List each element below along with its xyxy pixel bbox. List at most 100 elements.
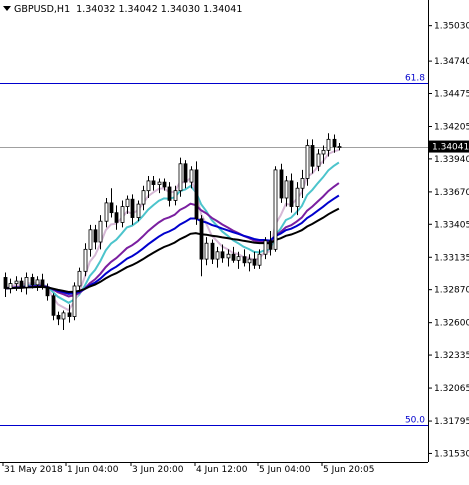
candle [120, 200, 125, 228]
candle [35, 276, 40, 291]
symbol-label: GBPUSD,H1 [14, 4, 71, 15]
candle [242, 249, 247, 267]
candle-body-bull [215, 251, 220, 260]
candle [226, 249, 231, 267]
candle [24, 272, 29, 295]
candle-body-bull [305, 145, 310, 179]
candle [273, 166, 278, 252]
candle [268, 231, 273, 256]
ohlc-values: 1.34032 1.34042 1.34030 1.34041 [76, 4, 243, 15]
candle [257, 249, 262, 269]
dropdown-triangle-icon[interactable] [3, 6, 11, 11]
candle [77, 267, 82, 293]
candle-body-bull [284, 180, 289, 199]
moving-average-line [4, 182, 340, 298]
price-tick-label: 1.34205 [434, 123, 469, 133]
candle-body-bull [141, 190, 146, 205]
price-tick-label: 1.34740 [434, 57, 469, 67]
candle-body-bear [167, 186, 172, 201]
candle-body-bear [67, 312, 72, 317]
price-tick-label: 1.32065 [434, 384, 469, 394]
candle-body-bear [56, 314, 61, 320]
candle-body-bear [114, 212, 119, 223]
candle [316, 149, 321, 172]
candle [45, 283, 50, 301]
price-tick-label: 1.34475 [434, 90, 469, 100]
candle-body-bear [199, 218, 204, 260]
candle [263, 237, 268, 260]
candle-body-bull [326, 138, 331, 151]
candle [295, 182, 300, 216]
candle-body-bull [98, 220, 103, 243]
candle [305, 139, 310, 186]
price-tick-label: 1.31795 [434, 417, 469, 427]
candle-body-bear [162, 181, 167, 188]
moving-average-line [4, 161, 340, 304]
candle-body-bear [130, 198, 135, 218]
price-tick-label: 1.33670 [434, 188, 469, 198]
candle-body-bull [8, 283, 13, 289]
candle [61, 310, 66, 330]
candle [83, 243, 88, 277]
candle [178, 157, 183, 197]
candle-body-bear [231, 253, 236, 261]
candle [104, 198, 109, 228]
candle [30, 273, 35, 289]
candle [279, 163, 284, 203]
candle-body-bear [3, 277, 8, 289]
time-tick-label: 31 May 2018 [4, 465, 63, 475]
candle-body-bull [236, 256, 241, 261]
candle [146, 176, 151, 198]
chart-title: GBPUSD,H1 1.34032 1.34042 1.34030 1.3404… [3, 4, 242, 15]
candle-body-bear [30, 277, 35, 286]
candle [114, 205, 119, 230]
candle-body-bull [125, 198, 130, 207]
price-tick-label: 1.35030 [434, 22, 469, 32]
candle [310, 139, 315, 174]
candle [88, 224, 93, 257]
candle [321, 145, 326, 164]
candle-body-bull [83, 248, 88, 272]
price-tick-label: 1.33940 [434, 155, 469, 165]
candle-body-bear [194, 169, 199, 220]
candle-body-bear [19, 280, 24, 288]
candle [289, 173, 294, 213]
candle [300, 169, 305, 198]
fib-level-label: 61.8 [405, 74, 425, 84]
candle-body-bull [14, 280, 19, 284]
candle-body-bear [93, 229, 98, 243]
candle-body-bull [136, 203, 141, 218]
candle-body-bear [183, 163, 188, 183]
candle [236, 251, 241, 269]
price-axis[interactable] [428, 0, 469, 462]
candle [167, 182, 172, 207]
price-tick-label: 1.32870 [434, 286, 469, 296]
candle-body-bear [252, 258, 257, 266]
candle-body-bull [72, 285, 77, 317]
candle-body-bear [210, 242, 215, 260]
time-tick-label: 4 Jun 12:00 [196, 465, 248, 475]
candle-body-bull [247, 258, 252, 264]
candle-body-bull [295, 187, 300, 207]
candle-body-bull [226, 253, 231, 259]
candle-body-bull [77, 270, 82, 287]
candle-body-bull [157, 181, 162, 185]
candle-body-bear [310, 145, 315, 167]
candle [51, 293, 56, 321]
candle-body-bull [173, 190, 178, 201]
candle [157, 178, 162, 194]
candle [199, 215, 204, 277]
candle [109, 188, 114, 218]
candle-body-bull [300, 178, 305, 189]
candle [162, 178, 167, 191]
price-tick-label: 1.32600 [434, 319, 469, 329]
candle-body-bear [289, 180, 294, 207]
candle-body-bull [120, 206, 125, 223]
candle-body-bear [268, 240, 273, 250]
candle-body-bear [242, 256, 247, 264]
candle [56, 311, 61, 326]
candle [3, 272, 8, 297]
candle-body-bull [88, 229, 93, 250]
